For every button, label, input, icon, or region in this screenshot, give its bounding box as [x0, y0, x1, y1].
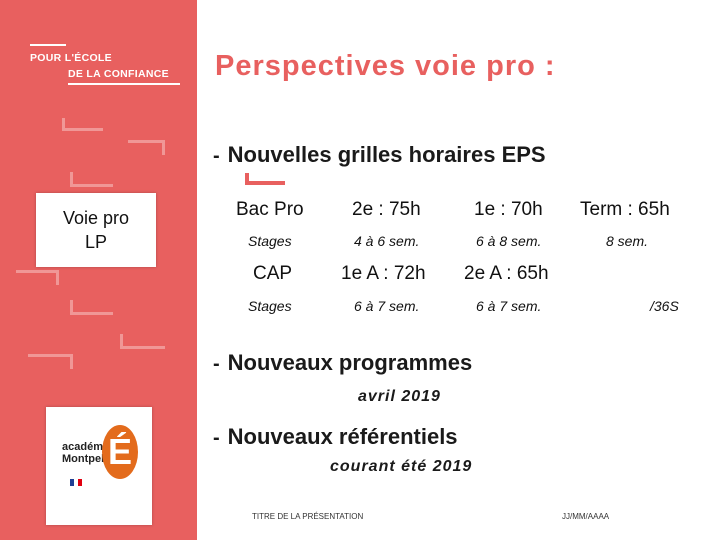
cell-1eA-stages: 6 à 7 sem. — [354, 298, 420, 314]
decor-bracket — [16, 270, 59, 285]
accent-bracket — [245, 173, 285, 185]
sidebar-panel: POUR L'ÉCOLE DE LA CONFIANCE Voie pro LP… — [0, 0, 197, 540]
logo-underline — [68, 83, 180, 85]
cell-1e-stages: 6 à 8 sem. — [476, 233, 542, 249]
academy-e-icon: É — [102, 425, 138, 479]
logo: POUR L'ÉCOLE DE LA CONFIANCE — [30, 50, 169, 82]
cell-cap: CAP — [253, 263, 293, 284]
decor-bracket — [70, 300, 113, 315]
cell-term-stages: 8 sem. — [606, 233, 649, 249]
decor-bracket — [120, 334, 165, 349]
footer-date: JJ/MM/AAAA — [562, 512, 610, 521]
bullet-programmes: - Nouveaux programmes — [213, 350, 473, 375]
cell-1eA-hours: 1e A : 72h — [341, 263, 426, 284]
voie-pro-label: Voie pro — [62, 208, 130, 228]
note-referentiels-date: courant été 2019 — [330, 458, 473, 475]
lp-label: LP — [84, 232, 108, 252]
voie-pro-box: Voie pro LP — [36, 193, 156, 267]
cell-2e-stages: 4 à 6 sem. — [354, 233, 420, 249]
bullet-referentiels: - Nouveaux référentiels — [213, 424, 458, 449]
page-title: Perspectives voie pro : — [215, 50, 556, 82]
cell-stages-label-cap: Stages — [248, 298, 292, 314]
bullet-grilles: - Nouvelles grilles horaires EPS — [213, 142, 546, 167]
cell-2eA-hours: 2e A : 65h — [464, 263, 549, 284]
logo-line-2: DE LA CONFIANCE — [68, 68, 169, 80]
decor-bracket — [28, 354, 73, 369]
cell-total-weeks: /36S — [650, 298, 679, 314]
logo-top-line — [30, 44, 66, 46]
cell-2eA-stages: 6 à 7 sem. — [476, 298, 542, 314]
note-programmes-date: avril 2019 — [358, 388, 441, 405]
decor-bracket — [62, 118, 103, 131]
cell-bac-pro: Bac Pro — [236, 199, 304, 220]
decor-bracket — [70, 172, 113, 187]
cell-2e-hours: 2e : 75h — [352, 199, 421, 220]
cell-term-hours: Term : 65h — [580, 199, 670, 220]
academy-logo: académie Montpellier É — [46, 407, 152, 525]
cell-stages-label: Stages — [248, 233, 292, 249]
french-flag-icon — [70, 479, 82, 486]
footer-title: TITRE DE LA PRÉSENTATION — [252, 512, 364, 521]
cell-1e-hours: 1e : 70h — [474, 199, 543, 220]
logo-line-1: POUR L'ÉCOLE — [30, 52, 112, 64]
decor-bracket — [128, 140, 165, 155]
